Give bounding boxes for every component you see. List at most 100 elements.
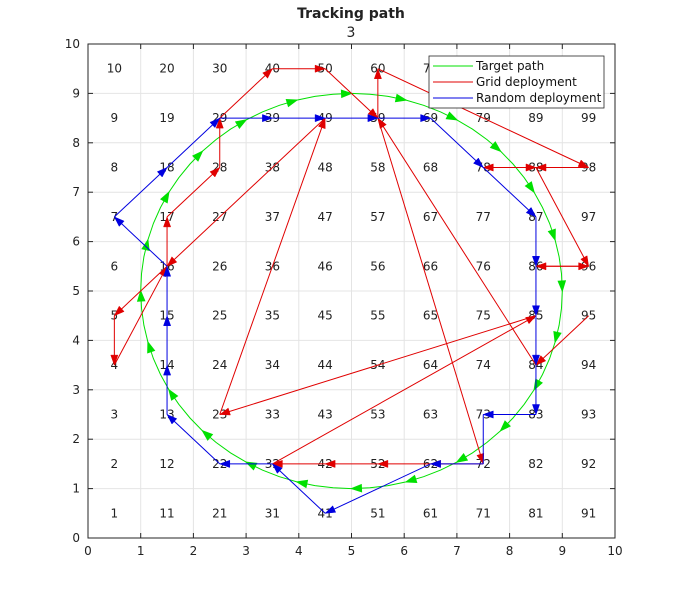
target-path-arrow	[340, 89, 353, 99]
cell-label: 91	[581, 506, 596, 520]
grid-deployment-segment	[272, 315, 537, 465]
cell-label: 47	[318, 210, 333, 224]
grid-deployment-segment-head	[324, 459, 336, 468]
grid-deployment-segment-head	[215, 117, 224, 129]
x-tick-label: 10	[607, 544, 622, 558]
grid-deployment-segment-head	[525, 163, 537, 172]
series-random-deployment	[113, 114, 540, 514]
target-path-arrow	[499, 420, 511, 432]
cell-label: 8	[111, 161, 119, 175]
cell-label: 57	[370, 210, 385, 224]
cell-label: 34	[265, 358, 280, 372]
grid-deployment-segment-head	[317, 117, 326, 130]
x-tick-label: 1	[137, 544, 145, 558]
cell-label: 35	[265, 309, 280, 323]
target-path-arrow	[168, 388, 179, 401]
cell-label: 71	[476, 506, 491, 520]
random-deployment-segment-head	[525, 206, 537, 218]
grid-deployment-segment-head	[113, 305, 125, 317]
random-deployment-segment-head	[482, 410, 494, 419]
grid-deployment-segment	[114, 265, 168, 317]
grid-deployment-segment	[219, 117, 326, 415]
series-layer	[110, 64, 590, 514]
grid-deployment-segment	[535, 167, 590, 267]
target-path-arrow	[285, 98, 299, 108]
target-path-arrow	[136, 289, 146, 302]
grid-deployment-segment	[377, 68, 589, 168]
grid-deployment-segment-head	[578, 262, 590, 271]
cell-label: 51	[370, 506, 385, 520]
cell-label: 92	[581, 457, 596, 471]
legend-label-target: Target path	[475, 59, 544, 73]
cell-label: 12	[159, 457, 174, 471]
target-path-arrow	[295, 479, 309, 489]
random-deployment-segment-head	[532, 305, 540, 317]
grid-deployment-segment-head	[219, 407, 231, 416]
target-path-arrow	[147, 340, 156, 354]
grid-deployment-segment-head	[110, 354, 119, 366]
x-tick-label: 4	[295, 544, 303, 558]
grid-deployment-segment-head	[377, 459, 389, 468]
x-tick-label: 5	[348, 544, 356, 558]
y-tick-label: 8	[72, 136, 80, 150]
grid-deployment-segment	[219, 68, 273, 119]
y-tick-label: 2	[72, 432, 80, 446]
target-path-arrow	[445, 111, 459, 121]
random-deployment-segment-head	[209, 117, 221, 129]
cell-label: 75	[476, 309, 491, 323]
cell-label: 26	[212, 259, 227, 273]
target-path-arrow	[350, 483, 363, 493]
cell-label: 93	[581, 408, 596, 422]
cell-label: 30	[212, 62, 227, 76]
cell-label: 68	[423, 161, 438, 175]
cell-label: 65	[423, 309, 438, 323]
cell-label: 76	[476, 259, 491, 273]
x-tick-label: 6	[400, 544, 408, 558]
random-deployment-segment-head	[156, 166, 168, 178]
grid-deployment-segment-head	[271, 459, 283, 468]
y-tick-label: 7	[72, 185, 80, 199]
y-tick-label: 1	[72, 482, 80, 496]
cell-label: 21	[212, 506, 227, 520]
y-tick-label: 9	[72, 86, 80, 100]
y-tick-label: 6	[72, 235, 80, 249]
cell-label: 81	[528, 506, 543, 520]
series-grid-deployment	[110, 64, 590, 468]
grid-deployment-segment-head	[373, 67, 382, 79]
x-tick-label: 7	[453, 544, 461, 558]
grid-deployment-segment	[113, 266, 168, 366]
grid-deployment-segment-head	[314, 64, 326, 73]
series-target-path	[136, 89, 567, 493]
cell-label: 45	[318, 309, 333, 323]
grid-deployment-segment-head	[209, 166, 221, 178]
random-deployment-segment	[114, 167, 168, 218]
cell-label: 61	[423, 506, 438, 520]
x-tick-label: 2	[190, 544, 198, 558]
grid-deployment-segment-head	[535, 355, 547, 366]
grid-deployment-segment-head	[535, 163, 547, 172]
random-deployment-segment-head	[166, 413, 178, 425]
cell-label: 2	[111, 457, 119, 471]
cell-label: 89	[528, 111, 543, 125]
legend-label-random: Random deployment	[476, 91, 602, 105]
random-deployment-segment-head	[113, 216, 125, 227]
target-path-arrow	[404, 474, 418, 484]
cell-label: 58	[370, 161, 385, 175]
grid-deployment-segment	[166, 117, 326, 267]
target-path-arrow	[455, 453, 469, 463]
random-deployment-segment-head	[314, 114, 326, 123]
cell-label: 56	[370, 259, 385, 273]
cell-label: 94	[581, 358, 596, 372]
x-tick-label: 8	[506, 544, 514, 558]
random-deployment-segment	[482, 167, 537, 218]
cell-label: 31	[265, 506, 280, 520]
random-deployment-segment	[114, 216, 168, 267]
cell-label: 24	[212, 358, 227, 372]
random-deployment-segment-head	[163, 314, 172, 326]
grid-deployment-segment	[377, 117, 484, 465]
y-tick-label: 5	[72, 284, 80, 298]
random-deployment-segment-head	[532, 354, 540, 366]
